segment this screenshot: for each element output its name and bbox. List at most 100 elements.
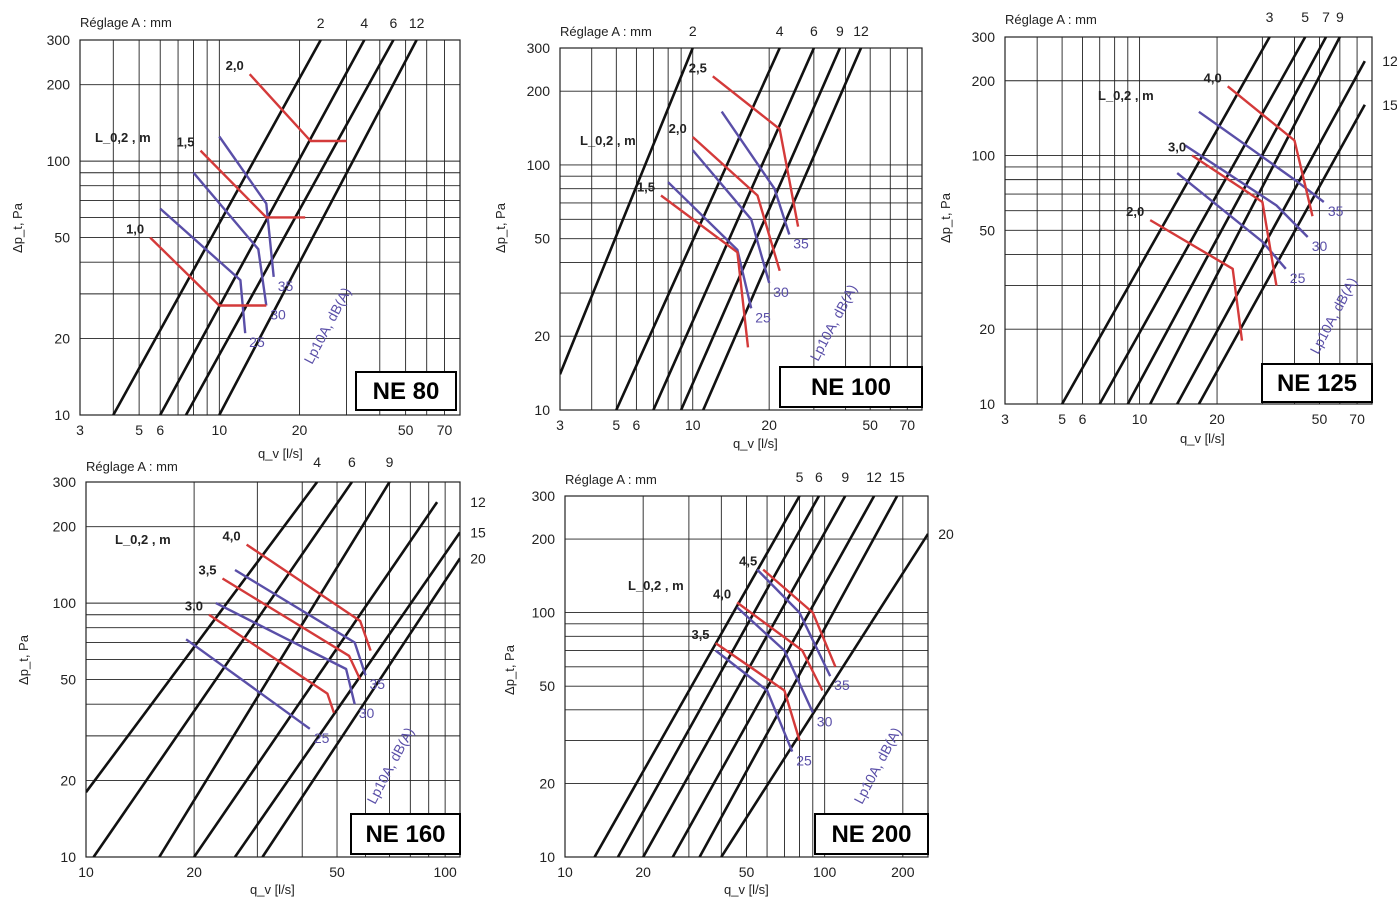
length-label: L_0,2 , m xyxy=(115,532,171,547)
sound-label-30: 30 xyxy=(359,705,375,721)
setting-line-5 xyxy=(1098,37,1307,404)
plot-frame xyxy=(1004,36,1373,405)
length-curve-4,0 xyxy=(245,543,372,651)
setting-line-6 xyxy=(616,496,821,857)
grid xyxy=(1005,37,1372,404)
sound-curve-25 xyxy=(185,638,311,730)
x-axis-label: q_v [l/s] xyxy=(1180,431,1225,446)
setting-line-6 xyxy=(652,48,816,410)
y-tick-label: 20 xyxy=(979,321,995,337)
setting-label-9: 9 xyxy=(386,454,394,470)
length-curve-3,5 xyxy=(221,577,362,681)
sound-label-35: 35 xyxy=(278,278,294,294)
y-tick-label: 300 xyxy=(47,32,71,48)
plot-frame xyxy=(85,481,461,858)
plot-area xyxy=(112,40,418,415)
plot-frame xyxy=(79,39,461,416)
setting-label-4: 4 xyxy=(360,15,368,31)
setting-label-12: 12 xyxy=(853,23,869,39)
name-box xyxy=(814,813,929,855)
setting-label-3: 3 xyxy=(1266,9,1274,25)
x-tick-label: 3 xyxy=(76,422,84,438)
y-axis-label: Δp_t, Pa xyxy=(10,202,25,253)
length-curve-2,5 xyxy=(712,75,800,227)
length-curve-label-3,5: 3,5 xyxy=(198,563,216,578)
setting-line-20 xyxy=(720,533,928,857)
grid xyxy=(565,496,928,857)
x-tick-label: 50 xyxy=(398,422,414,438)
setting-label-2: 2 xyxy=(317,15,325,31)
x-tick-label: 10 xyxy=(1132,411,1148,427)
y-tick-label: 20 xyxy=(539,775,555,791)
sound-axis-label: Lp10A, dB(A) xyxy=(1307,275,1361,357)
chart-title: Réglage A : mm xyxy=(1005,12,1097,27)
length-label: L_0,2 , m xyxy=(95,130,151,145)
setting-label-12: 12 xyxy=(866,469,882,485)
x-tick-label: 70 xyxy=(899,417,915,433)
setting-label-4: 4 xyxy=(776,23,784,39)
sound-label-35: 35 xyxy=(1328,203,1344,219)
x-tick-label: 50 xyxy=(862,417,878,433)
chart-title: Réglage A : mm xyxy=(560,24,652,39)
y-tick-label: 200 xyxy=(527,83,551,99)
length-curve-1,0 xyxy=(149,236,267,307)
length-curve-4,0 xyxy=(1226,85,1314,217)
chart-name: NE 80 xyxy=(373,378,440,405)
length-curve-label-2,0: 2,0 xyxy=(1126,204,1144,219)
sound-curve-25 xyxy=(667,181,753,309)
x-tick-label: 6 xyxy=(1079,411,1087,427)
y-tick-label: 200 xyxy=(47,77,71,93)
setting-line-12 xyxy=(193,501,439,857)
sound-curve-35 xyxy=(218,135,275,278)
sound-label-35: 35 xyxy=(369,676,385,692)
length-curve-2,0 xyxy=(1149,219,1244,341)
setting-label-12: 12 xyxy=(470,494,486,510)
y-tick-label: 20 xyxy=(534,328,550,344)
setting-label-5: 5 xyxy=(1301,9,1309,25)
y-tick-label: 10 xyxy=(54,407,70,423)
chart-title: Réglage A : mm xyxy=(565,472,657,487)
setting-label-4: 4 xyxy=(313,454,321,470)
x-tick-label: 20 xyxy=(761,417,777,433)
x-tick-label: 100 xyxy=(433,864,457,880)
setting-label-9: 9 xyxy=(841,469,849,485)
plot-frame xyxy=(559,47,923,411)
length-curve-4,0 xyxy=(736,601,824,692)
sound-label-30: 30 xyxy=(270,306,286,322)
y-tick-label: 100 xyxy=(53,595,77,611)
chart-ne-200: 10 20 50 100 200 10 20 50 100 200 300 5 6 9 12 15 20 35 30… xyxy=(502,469,954,897)
setting-label-20: 20 xyxy=(470,550,486,566)
setting-line-2 xyxy=(560,48,694,375)
setting-line-15 xyxy=(1197,104,1366,404)
setting-line-12 xyxy=(671,496,876,857)
x-tick-label: 200 xyxy=(891,864,915,880)
length-curve-label-1,0: 1,0 xyxy=(126,222,144,237)
x-tick-label: 70 xyxy=(437,422,453,438)
plot-area xyxy=(560,48,863,410)
setting-line-15 xyxy=(698,496,899,857)
x-axis-label: q_v [l/s] xyxy=(733,436,778,451)
y-tick-label: 300 xyxy=(972,29,996,45)
length-curve-label-2,0: 2,0 xyxy=(226,58,244,73)
y-axis-label: Δp_t, Pa xyxy=(16,634,31,685)
y-tick-label: 50 xyxy=(54,230,70,246)
sound-curve-25 xyxy=(714,649,794,753)
y-tick-label: 300 xyxy=(527,40,551,56)
y-tick-label: 100 xyxy=(972,148,996,164)
x-axis-label: q_v [l/s] xyxy=(724,882,769,897)
x-tick-label: 20 xyxy=(186,864,202,880)
sound-curve-25 xyxy=(159,207,247,334)
y-tick-label: 100 xyxy=(527,157,551,173)
x-axis-label: q_v [l/s] xyxy=(258,446,303,461)
name-box xyxy=(350,813,461,855)
setting-line-20 xyxy=(261,557,460,857)
chart-title: Réglage A : mm xyxy=(80,15,172,30)
setting-label-7: 7 xyxy=(1322,9,1330,25)
sound-axis-label: Lp10A, dB(A) xyxy=(364,725,418,807)
setting-label-15: 15 xyxy=(470,524,486,540)
x-axis-label: q_v [l/s] xyxy=(250,882,295,897)
length-curve-label-3,5: 3,5 xyxy=(691,627,709,642)
y-tick-label: 10 xyxy=(534,402,550,418)
